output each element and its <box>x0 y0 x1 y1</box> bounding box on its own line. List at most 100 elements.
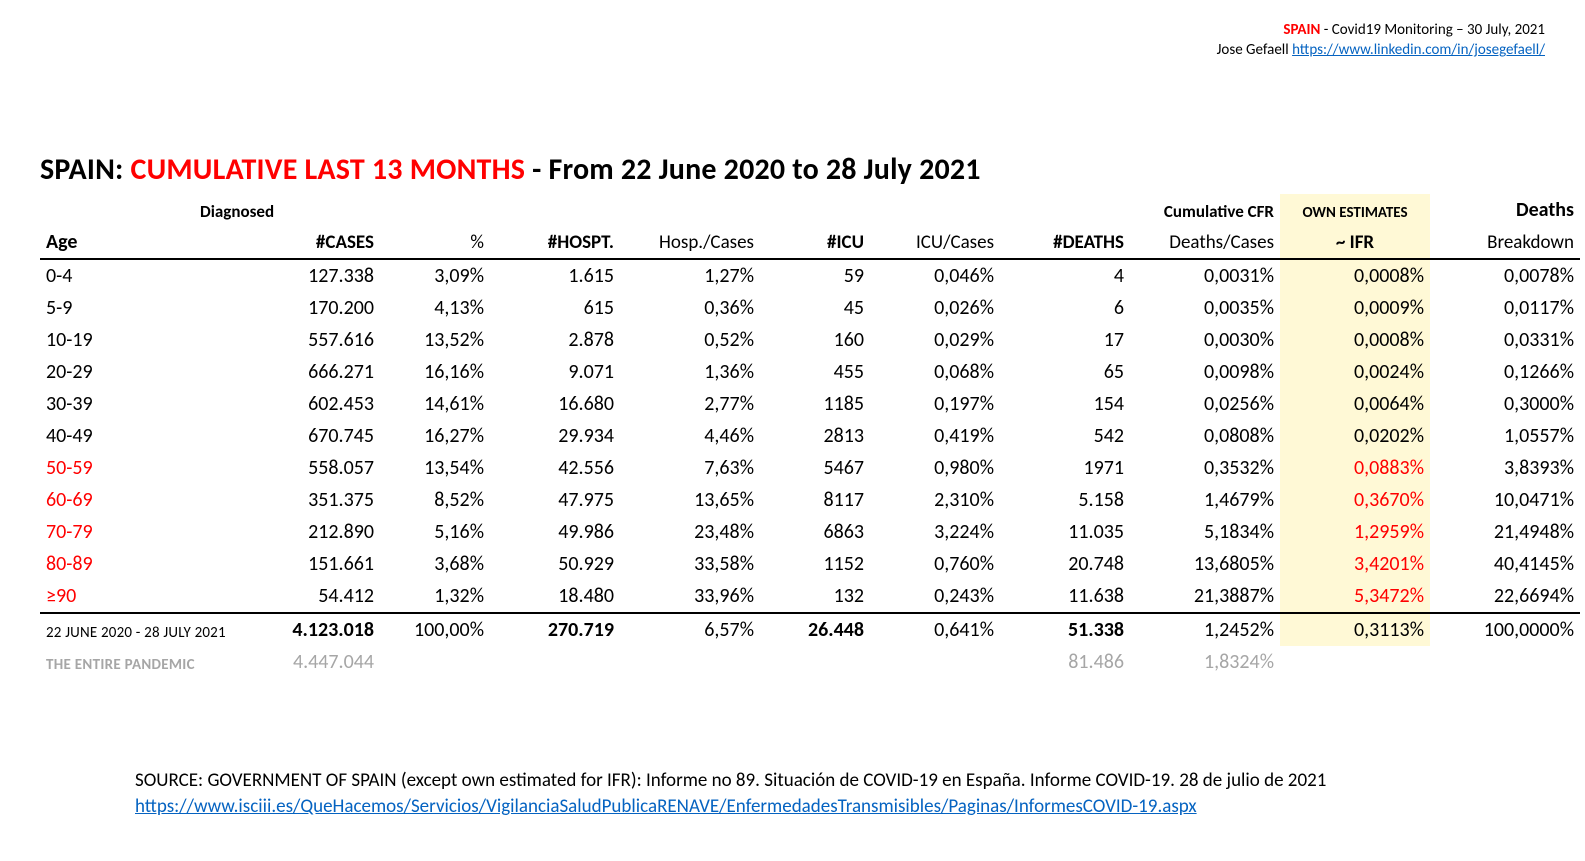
table-row: 0-4127.3383,09%1.6151,27%590,046%40,0031… <box>40 259 1580 292</box>
cell-hospt: 615 <box>490 292 620 324</box>
cell-icu: 5467 <box>760 452 870 484</box>
col-ifr: ~ IFR <box>1280 226 1430 259</box>
table-row: 20-29666.27116,16%9.0711,36%4550,068%650… <box>40 356 1580 388</box>
cell-bd: 3,8393% <box>1430 452 1580 484</box>
cell-age: 70-79 <box>40 516 240 548</box>
cell-bd: 1,0557% <box>1430 420 1580 452</box>
cell-ifr: 0,0024% <box>1280 356 1430 388</box>
cell-icu: 2813 <box>760 420 870 452</box>
cell-cases: 351.375 <box>240 484 380 516</box>
cell-age: 40-49 <box>40 420 240 452</box>
cell-hc: 13,65% <box>620 484 760 516</box>
super-header-row: Diagnosed Cumulative CFR OWN ESTIMATES D… <box>40 194 1580 226</box>
cell-dc: 21,3887% <box>1130 580 1280 613</box>
cell-deaths: 11.035 <box>1000 516 1130 548</box>
cell-hc: 2,77% <box>620 388 760 420</box>
cell-ifr: 3,4201% <box>1280 548 1430 580</box>
header-link[interactable]: https://www.linkedin.com/in/josegefaell/ <box>1292 41 1545 59</box>
cell-age: ≥90 <box>40 580 240 613</box>
cell-ifr: 0,3670% <box>1280 484 1430 516</box>
cell-pct: 3,68% <box>380 548 490 580</box>
cell-bd: 0,1266% <box>1430 356 1580 388</box>
cell-pct: 13,52% <box>380 324 490 356</box>
table-row: 60-69351.3758,52%47.97513,65%81172,310%5… <box>40 484 1580 516</box>
cell-bd: 22,6694% <box>1430 580 1580 613</box>
cell-age: 0-4 <box>40 259 240 292</box>
cell-pct: 8,52% <box>380 484 490 516</box>
cell-age: 60-69 <box>40 484 240 516</box>
cell-bd: 0,3000% <box>1430 388 1580 420</box>
cell-pct: 5,16% <box>380 516 490 548</box>
cell-pct: 16,16% <box>380 356 490 388</box>
pandemic-cases: 4.447.044 <box>240 646 380 678</box>
cell-deaths: 5.158 <box>1000 484 1130 516</box>
table-row: 80-89151.6613,68%50.92933,58%11520,760%2… <box>40 548 1580 580</box>
cell-ic: 0,026% <box>870 292 1000 324</box>
totals-bd: 100,0000% <box>1430 613 1580 646</box>
totals-pct: 100,00% <box>380 613 490 646</box>
cell-cases: 557.616 <box>240 324 380 356</box>
data-table: Diagnosed Cumulative CFR OWN ESTIMATES D… <box>40 194 1580 678</box>
col-cases: #CASES <box>240 226 380 259</box>
header-author: Jose Gefaell <box>1217 41 1292 59</box>
super-cfr: Cumulative CFR <box>1130 194 1280 226</box>
totals-hc: 6,57% <box>620 613 760 646</box>
page-title: SPAIN: CUMULATIVE LAST 13 MONTHS - From … <box>40 151 1545 188</box>
cell-age: 80-89 <box>40 548 240 580</box>
totals-icu: 26.448 <box>760 613 870 646</box>
cell-deaths: 1971 <box>1000 452 1130 484</box>
cell-hospt: 16.680 <box>490 388 620 420</box>
cell-ic: 0,068% <box>870 356 1000 388</box>
cell-hc: 33,58% <box>620 548 760 580</box>
doc-header: SPAIN - Covid19 Monitoring – 30 July, 20… <box>40 20 1545 61</box>
cell-ic: 0,419% <box>870 420 1000 452</box>
cell-ic: 0,760% <box>870 548 1000 580</box>
cell-icu: 8117 <box>760 484 870 516</box>
cell-icu: 1152 <box>760 548 870 580</box>
cell-deaths: 11.638 <box>1000 580 1130 613</box>
cell-ifr: 1,2959% <box>1280 516 1430 548</box>
totals-hospt: 270.719 <box>490 613 620 646</box>
cell-ifr: 0,0202% <box>1280 420 1430 452</box>
cell-age: 30-39 <box>40 388 240 420</box>
table-row: 40-49670.74516,27%29.9344,46%28130,419%5… <box>40 420 1580 452</box>
cell-bd: 0,0331% <box>1430 324 1580 356</box>
totals-row: 22 JUNE 2020 - 28 JULY 2021 4.123.018 10… <box>40 613 1580 646</box>
cell-pct: 13,54% <box>380 452 490 484</box>
cell-dc: 13,6805% <box>1130 548 1280 580</box>
pandemic-row: THE ENTIRE PANDEMIC 4.447.044 81.486 1,8… <box>40 646 1580 678</box>
source-text: SOURCE: GOVERNMENT OF SPAIN (except own … <box>135 768 1545 795</box>
pandemic-dc: 1,8324% <box>1130 646 1280 678</box>
super-own-estimates: OWN ESTIMATES <box>1280 194 1430 226</box>
cell-pct: 14,61% <box>380 388 490 420</box>
super-diagnosed: Diagnosed <box>40 194 380 226</box>
cell-deaths: 154 <box>1000 388 1130 420</box>
totals-label: 22 JUNE 2020 - 28 JULY 2021 <box>40 613 240 646</box>
pandemic-deaths: 81.486 <box>1000 646 1130 678</box>
cell-age: 10-19 <box>40 324 240 356</box>
header-line2: Jose Gefaell https://www.linkedin.com/in… <box>40 40 1545 60</box>
cell-ifr: 0,0008% <box>1280 259 1430 292</box>
cell-dc: 0,0030% <box>1130 324 1280 356</box>
cell-cases: 558.057 <box>240 452 380 484</box>
cell-dc: 0,0098% <box>1130 356 1280 388</box>
source-link[interactable]: https://www.isciii.es/QueHacemos/Servici… <box>135 795 1197 818</box>
totals-ifr: 0,3113% <box>1280 613 1430 646</box>
cell-hospt: 47.975 <box>490 484 620 516</box>
cell-hospt: 1.615 <box>490 259 620 292</box>
table-row: ≥9054.4121,32%18.48033,96%1320,243%11.63… <box>40 580 1580 613</box>
cell-hc: 33,96% <box>620 580 760 613</box>
table-row: 10-19557.61613,52%2.8780,52%1600,029%170… <box>40 324 1580 356</box>
super-deaths: Deaths <box>1430 194 1580 226</box>
col-hosp-cases: Hosp./Cases <box>620 226 760 259</box>
cell-hc: 23,48% <box>620 516 760 548</box>
cell-icu: 1185 <box>760 388 870 420</box>
cell-ic: 0,029% <box>870 324 1000 356</box>
title-prefix: SPAIN: <box>40 151 131 188</box>
cell-cases: 54.412 <box>240 580 380 613</box>
cell-deaths: 6 <box>1000 292 1130 324</box>
pandemic-label: THE ENTIRE PANDEMIC <box>40 646 240 678</box>
cell-deaths: 17 <box>1000 324 1130 356</box>
cell-ic: 0,980% <box>870 452 1000 484</box>
cell-hc: 0,52% <box>620 324 760 356</box>
